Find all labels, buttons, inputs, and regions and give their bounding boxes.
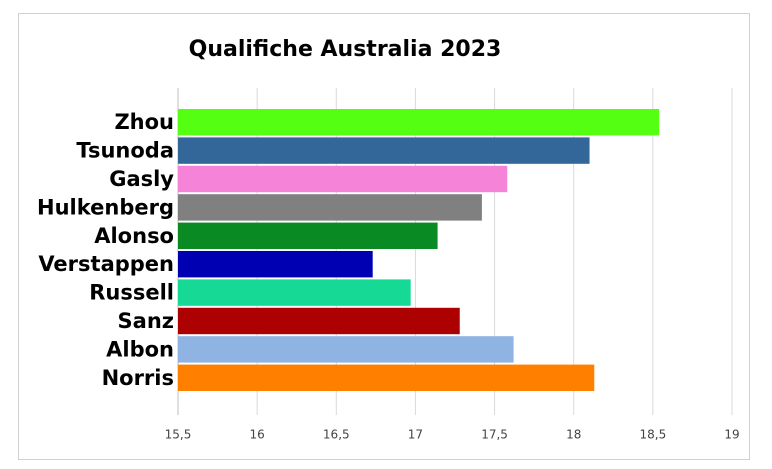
y-tick-label: Alonso <box>94 224 174 248</box>
bar <box>178 137 590 164</box>
bar <box>178 109 660 136</box>
y-tick-label: Sanz <box>118 309 174 333</box>
bar <box>178 194 482 221</box>
chart-title: Qualifiche Australia 2023 <box>189 37 502 62</box>
x-tick-label: 16 <box>250 428 265 442</box>
bar <box>178 222 438 249</box>
x-tick-label: 19 <box>724 428 739 442</box>
bar <box>178 251 373 278</box>
y-tick-label: Gasly <box>109 167 174 191</box>
x-tick-label: 15,5 <box>165 428 192 442</box>
bar <box>178 364 595 391</box>
bar <box>178 307 460 335</box>
y-tick-label: Zhou <box>114 110 174 134</box>
y-tick-label: Albon <box>106 337 174 361</box>
bar <box>178 165 508 193</box>
y-tick-label: Russell <box>89 281 174 305</box>
y-tick-label: Verstappen <box>38 252 174 276</box>
bar <box>178 336 514 363</box>
x-tick-label: 16,5 <box>323 428 350 442</box>
bar <box>178 279 411 306</box>
x-tick-label: 17,5 <box>481 428 508 442</box>
y-tick-label: Norris <box>102 366 174 390</box>
x-tick-label: 17 <box>408 428 423 442</box>
y-tick-label: Tsunoda <box>76 139 174 163</box>
y-tick-label: Hulkenberg <box>37 195 174 219</box>
x-tick-label: 18 <box>566 428 581 442</box>
x-tick-label: 18,5 <box>639 428 666 442</box>
